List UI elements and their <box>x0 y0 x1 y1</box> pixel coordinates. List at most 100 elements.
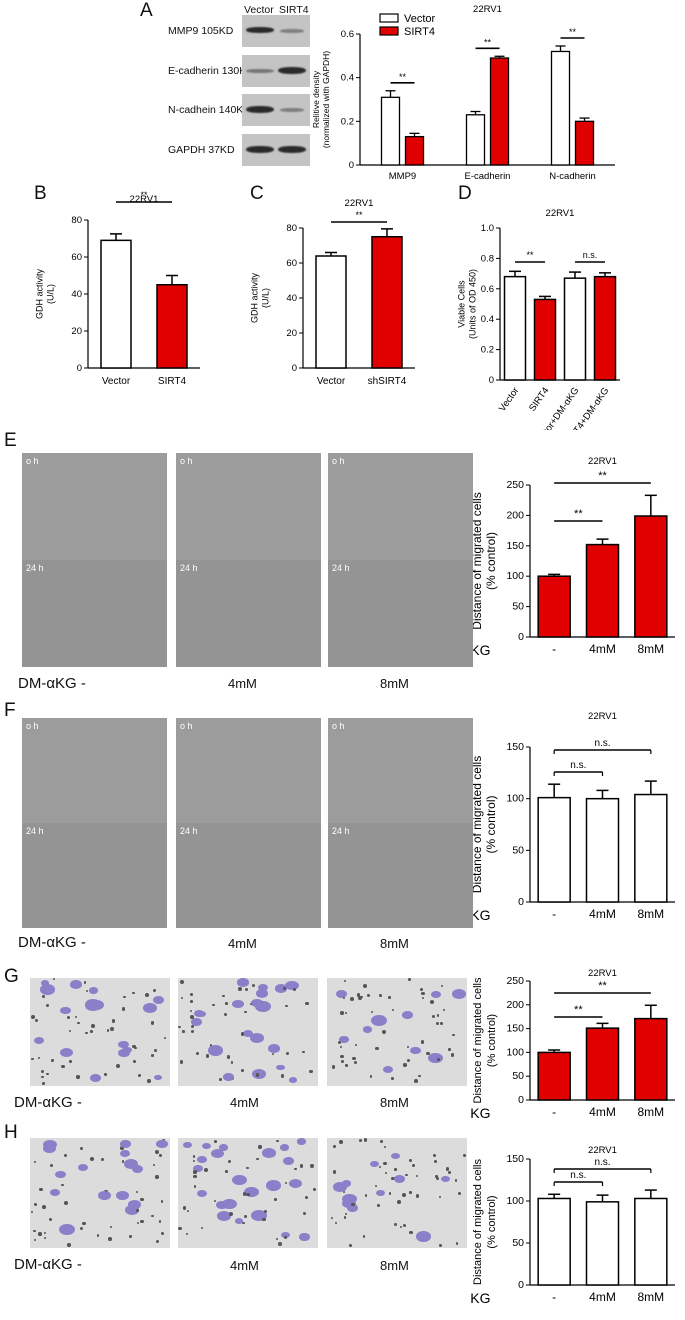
cell-stain <box>236 978 249 987</box>
cell-stain <box>246 1167 249 1170</box>
cell-stain <box>419 988 423 992</box>
transwell-image-g-control <box>30 978 170 1086</box>
cell-stain <box>66 1015 70 1019</box>
treatment-label-f: DM-αKG - <box>18 934 86 951</box>
y-axis-label: Distance of migrated cells(% control) <box>472 1159 498 1285</box>
cell-stain <box>40 980 50 986</box>
cell-stain <box>401 1193 406 1197</box>
cell-stain <box>77 1022 80 1025</box>
cell-stain <box>363 1138 368 1142</box>
cell-stain <box>304 1196 308 1200</box>
significance-label: ** <box>399 72 407 82</box>
cell-stain <box>226 1055 231 1059</box>
cell-stain <box>409 1191 412 1194</box>
dose-label-h-8mm: 8mM <box>380 1258 409 1273</box>
bar-vector <box>380 96 401 166</box>
cell-stain <box>442 1008 445 1012</box>
cell-stain <box>212 1003 215 1007</box>
cell-stain <box>340 1059 344 1063</box>
dose-label-e-8mm: 8mM <box>380 676 409 691</box>
cell-stain <box>415 1174 419 1178</box>
cell-stain <box>178 1025 181 1029</box>
cell-stain <box>286 1052 290 1056</box>
y-tick-label: 60 <box>71 252 82 263</box>
y-tick-label: 80 <box>286 223 297 234</box>
cell-stain <box>342 1180 352 1187</box>
y-tick-label: 0.6 <box>341 29 354 40</box>
chart-title: 22RV1 <box>345 198 374 209</box>
cell-stain <box>406 1058 411 1063</box>
y-tick-label: 80 <box>71 215 82 226</box>
cell-stain <box>158 1220 161 1223</box>
cell-stain <box>399 1225 402 1228</box>
blot-mmp9 <box>242 15 310 47</box>
cell-stain <box>59 1048 73 1058</box>
cell-stain <box>96 1234 99 1237</box>
cell-stain <box>144 993 149 997</box>
y-tick-label: 0 <box>77 363 82 374</box>
cell-stain <box>275 984 287 993</box>
cell-stain <box>123 995 126 999</box>
cell-stain <box>190 1014 195 1019</box>
bar <box>585 1201 620 1286</box>
cell-stain <box>51 1059 54 1063</box>
cell-stain <box>440 1175 451 1183</box>
y-tick-label: 150 <box>506 741 524 753</box>
cell-stain <box>88 986 99 994</box>
cell-stain <box>342 1190 346 1194</box>
cell-stain <box>218 1144 229 1151</box>
y-axis-label: Distance of migrated cells(% control) <box>470 492 498 629</box>
scratch-image-f-8mm: o h 24 h <box>328 718 473 928</box>
cell-stain <box>190 1010 193 1013</box>
cell-stain <box>116 1191 129 1200</box>
cell-stain <box>59 1223 75 1235</box>
cell-stain <box>136 1221 139 1224</box>
cell-stain <box>341 1193 357 1205</box>
cell-stain <box>345 1212 348 1215</box>
bar <box>585 1027 620 1101</box>
cell-stain <box>121 1007 126 1011</box>
panel-label-d: D <box>458 183 472 204</box>
legend-label: Vector <box>404 13 436 25</box>
cell-stain <box>366 994 371 998</box>
cell-stain <box>228 1211 233 1216</box>
cell-stain <box>455 1242 459 1245</box>
cell-stain <box>122 1046 132 1054</box>
cell-stain <box>219 1077 222 1081</box>
chart-g-migration: 22RV1 0 50 100 150 200 250 Distance of migrated… <box>470 968 675 1121</box>
cell-stain <box>82 1221 86 1226</box>
y-tick-label: 150 <box>506 1023 524 1035</box>
cell-stain <box>119 1145 124 1150</box>
cell-stain <box>244 1010 247 1013</box>
cell-stain <box>134 1046 137 1050</box>
cell-stain <box>152 996 165 1005</box>
cell-stain <box>302 1212 307 1216</box>
cell-stain <box>331 1064 336 1069</box>
cell-stain <box>136 1209 139 1212</box>
cell-stain <box>132 1164 144 1173</box>
y-tick-label: 50 <box>512 1070 524 1082</box>
blot-ncadherin <box>242 94 310 126</box>
cell-stain <box>191 1018 202 1026</box>
cell-stain <box>80 1226 84 1230</box>
x-axis-label: DM- α KG <box>470 642 491 658</box>
panel-label-c: C <box>250 183 264 204</box>
cell-stain <box>280 1074 285 1079</box>
cell-stain <box>242 1221 245 1224</box>
cell-stain <box>363 984 367 988</box>
bar <box>537 796 571 903</box>
cell-stain <box>309 1069 313 1073</box>
x-tick-label: Vector <box>497 385 521 413</box>
y-tick-label: 60 <box>286 258 297 269</box>
cell-stain <box>40 1070 44 1074</box>
cell-stain <box>244 1186 259 1198</box>
cell-stain <box>43 1231 47 1235</box>
y-tick-label: 150 <box>506 1153 524 1165</box>
chart-title: 22RV1 <box>130 194 159 205</box>
y-tick-label: 0.8 <box>481 253 494 264</box>
cell-stain <box>436 1058 440 1062</box>
bar <box>533 298 557 381</box>
cell-stain <box>213 1140 217 1143</box>
lane-label-vector: Vector <box>244 4 274 16</box>
y-tick-label: 0.4 <box>341 73 354 84</box>
